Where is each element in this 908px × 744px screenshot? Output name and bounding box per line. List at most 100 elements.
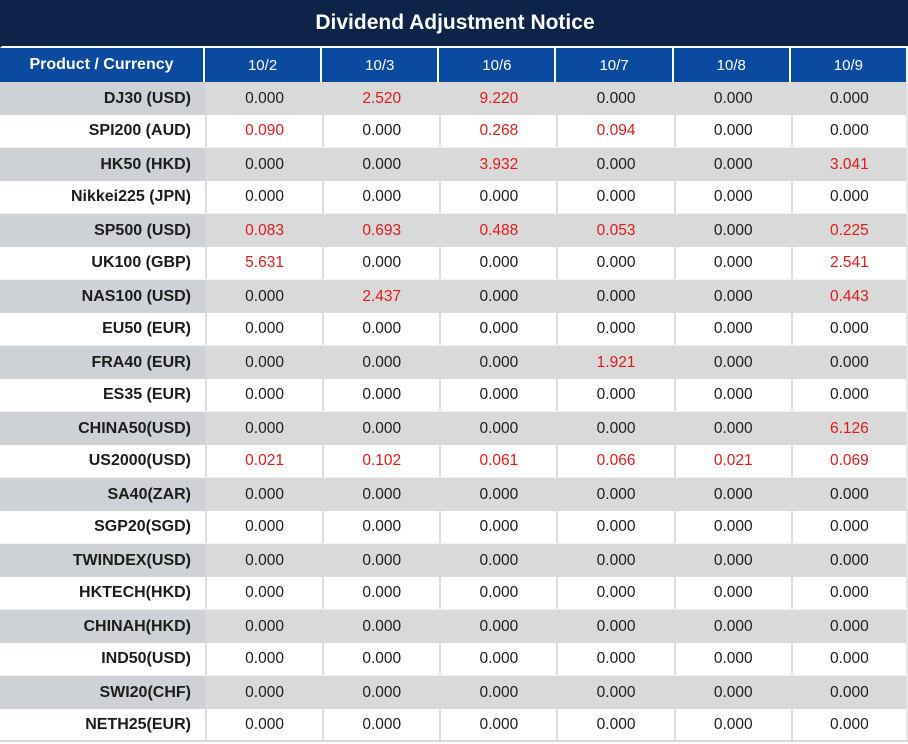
value-cell: 0.083 [205,214,323,247]
value-cell: 0.000 [556,676,674,709]
value-cell: 0.000 [673,478,791,511]
value-cell: 0.000 [439,181,557,213]
value-cell: 0.000 [322,412,440,445]
value-cell: 0.000 [556,478,674,511]
value-cell: 0.000 [673,115,791,147]
table-row: TWINDEX(USD) 0.000 0.000 0.000 0.000 0.000 0.… [0,544,908,577]
value-cell: 0.000 [673,280,791,313]
product-cell: CHINA50(USD) [0,412,205,445]
value-cell: 0.000 [322,643,440,675]
table-header-row: Product / Currency 10/2 10/3 10/6 10/7 1… [0,48,908,82]
value-cell: 2.437 [322,280,440,313]
value-cell: 0.000 [790,643,908,675]
value-cell: 0.021 [673,445,791,477]
value-cell: 0.000 [205,181,323,213]
value-cell: 0.000 [205,346,323,379]
value-cell: 0.000 [439,577,557,609]
value-cell: 0.000 [673,544,791,577]
value-cell: 0.000 [439,511,557,543]
value-cell: 2.520 [322,82,440,115]
value-cell: 0.693 [322,214,440,247]
value-cell: 9.220 [439,82,557,115]
product-cell: CHINAH(HKD) [0,610,205,643]
value-cell: 0.000 [790,577,908,609]
value-cell: 0.000 [439,544,557,577]
value-cell: 0.000 [439,709,557,740]
product-cell: DJ30 (USD) [0,82,205,115]
value-cell: 0.000 [790,346,908,379]
value-cell: 2.541 [790,247,908,279]
value-cell: 0.000 [205,379,323,411]
value-cell: 0.000 [205,676,323,709]
header-date-2: 10/3 [322,48,440,82]
value-cell: 0.061 [439,445,557,477]
value-cell: 0.000 [556,709,674,740]
value-cell: 0.000 [556,610,674,643]
product-cell: SA40(ZAR) [0,478,205,511]
value-cell: 0.000 [673,511,791,543]
product-cell: IND50(USD) [0,643,205,675]
header-product-currency: Product / Currency [0,48,205,82]
value-cell: 0.000 [556,280,674,313]
value-cell: 0.000 [556,643,674,675]
value-cell: 0.000 [673,313,791,345]
value-cell: 0.000 [673,346,791,379]
value-cell: 0.000 [322,346,440,379]
value-cell: 0.000 [790,82,908,115]
table-row: FRA40 (EUR) 0.000 0.000 0.000 1.921 0.000 0.0… [0,346,908,379]
value-cell: 0.000 [322,148,440,181]
value-cell: 0.000 [322,610,440,643]
value-cell: 0.225 [790,214,908,247]
product-cell: EU50 (EUR) [0,313,205,345]
product-cell: SWI20(CHF) [0,676,205,709]
value-cell: 0.066 [556,445,674,477]
value-cell: 0.000 [439,379,557,411]
value-cell: 0.000 [322,709,440,740]
page-title: Dividend Adjustment Notice [315,11,595,34]
product-cell: SPI200 (AUD) [0,115,205,147]
value-cell: 0.000 [556,577,674,609]
value-cell: 0.021 [205,445,323,477]
header-date-4: 10/7 [556,48,674,82]
product-cell: ES35 (EUR) [0,379,205,411]
value-cell: 0.000 [556,181,674,213]
value-cell: 0.000 [322,544,440,577]
value-cell: 0.000 [673,379,791,411]
table-row: HK50 (HKD) 0.000 0.000 3.932 0.000 0.000 3.04… [0,148,908,181]
table-row: US2000(USD) 0.021 0.102 0.061 0.066 0.021 0.0… [0,445,908,478]
value-cell: 0.000 [205,412,323,445]
value-cell: 0.000 [439,610,557,643]
value-cell: 0.000 [322,511,440,543]
value-cell: 0.000 [790,544,908,577]
value-cell: 0.090 [205,115,323,147]
value-cell: 0.000 [205,313,323,345]
table-row: UK100 (GBP) 5.631 0.000 0.000 0.000 0.000 2.5… [0,247,908,280]
value-cell: 0.000 [556,247,674,279]
table-row: IND50(USD) 0.000 0.000 0.000 0.000 0.000 0.00… [0,643,908,676]
value-cell: 3.041 [790,148,908,181]
product-cell: UK100 (GBP) [0,247,205,279]
value-cell: 3.932 [439,148,557,181]
value-cell: 0.000 [322,577,440,609]
value-cell: 0.000 [322,478,440,511]
value-cell: 0.000 [205,511,323,543]
value-cell: 0.000 [556,148,674,181]
header-date-6: 10/9 [791,48,908,82]
value-cell: 0.000 [205,544,323,577]
table-row: SWI20(CHF) 0.000 0.000 0.000 0.000 0.000 0.00… [0,676,908,709]
table-row: SA40(ZAR) 0.000 0.000 0.000 0.000 0.000 0.000 [0,478,908,511]
value-cell: 6.126 [790,412,908,445]
value-cell: 0.000 [673,709,791,740]
value-cell: 0.000 [673,181,791,213]
value-cell: 0.000 [439,643,557,675]
value-cell: 0.000 [439,412,557,445]
value-cell: 0.000 [790,478,908,511]
product-cell: NAS100 (USD) [0,280,205,313]
value-cell: 0.488 [439,214,557,247]
value-cell: 0.000 [205,709,323,740]
product-cell: FRA40 (EUR) [0,346,205,379]
value-cell: 0.000 [322,379,440,411]
value-cell: 0.268 [439,115,557,147]
table-row: DJ30 (USD) 0.000 2.520 9.220 0.000 0.000 0.00… [0,82,908,115]
